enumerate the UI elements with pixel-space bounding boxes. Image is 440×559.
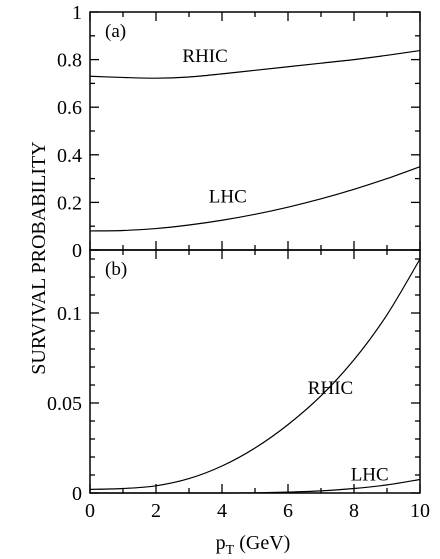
panel-b-series-rhic-label: RHIC [308,378,353,399]
panel-a: 0 0.2 0.4 0.6 0.8 1 RHIC LHC (a) [57,2,421,262]
x-tick-label: 2 [151,500,161,522]
panel-b-frame [89,249,421,494]
y-tick-label: 0.1 [57,303,82,325]
x-tick-label: 10 [410,500,430,522]
y-tick-label: 0.05 [47,393,82,415]
panel-b: 0 2 4 6 8 10 0 0.05 0.1 RHIC LHC (b) [47,249,430,522]
x-tick-label: 8 [349,500,359,522]
y-axis-label: SURVIVAL PROBABILITY [28,141,50,374]
panel-b-series-lhc-label: LHC [351,464,389,485]
panel-b-series-lhc-line [89,478,421,494]
panel-b-tag: (b) [105,259,127,280]
y-tick-label: 0.4 [57,145,82,167]
x-axis-label: pT (GeV) [216,532,291,558]
panel-a-series-rhic-line [89,49,421,79]
x-axis-label-main: p [216,532,226,554]
panel-a-tag: (a) [105,21,126,42]
panel-b-series-rhic-line [89,258,421,490]
x-axis-label-unit: (GeV) [234,532,290,554]
y-tick-label: 0.8 [57,50,82,72]
y-tick-label: 0.2 [57,192,82,214]
x-axis-label-subscript: T [226,543,235,558]
y-tick-label: 0 [72,240,82,262]
y-tick-label: 0 [72,483,82,505]
y-tick-label: 1 [72,2,82,24]
x-tick-label: 0 [85,500,95,522]
y-tick-label: 0.6 [57,97,82,119]
panel-a-series-lhc-line [89,166,421,232]
panel-a-series-rhic-label: RHIC [182,46,227,67]
x-tick-label: 6 [283,500,293,522]
x-tick-label: 4 [217,500,227,522]
panel-a-series-lhc-label: LHC [209,186,247,207]
